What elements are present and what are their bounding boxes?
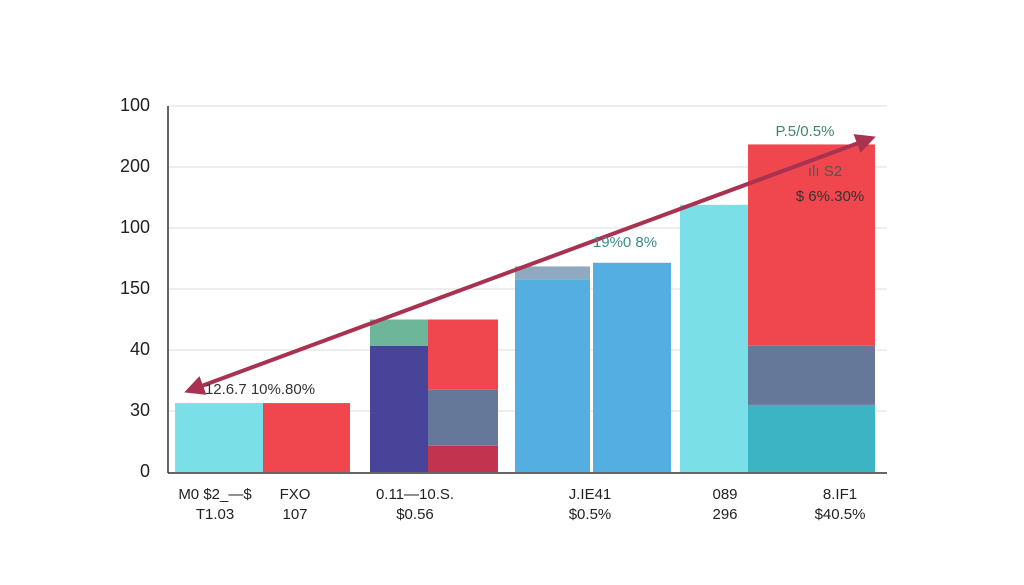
bar-segment (428, 389, 498, 446)
bar-segment (515, 266, 590, 280)
bar-segment (428, 445, 498, 472)
bar-segment (748, 345, 875, 405)
x-tick-label: J.IE41 (569, 486, 612, 503)
x-tick-label: 8.IF1 (823, 486, 857, 503)
y-tick-label: 0 (140, 461, 150, 481)
bar-segment (370, 345, 428, 472)
bar-segment (370, 319, 428, 346)
x-tick-label: 296 (712, 506, 737, 523)
y-tick-label: 100 (120, 95, 150, 115)
annotation: 19%0 8% (593, 234, 657, 251)
bar-segment (263, 403, 350, 472)
bar-segment (175, 403, 263, 472)
y-tick-label: 40 (130, 339, 150, 359)
bar-segment (748, 404, 875, 472)
bar-segment (428, 319, 498, 390)
labels: 0 30 40 150 100 200 100 M0 $2_—$ T1.03 FXO 107 0.11… (120, 95, 865, 523)
y-tick-label: 200 (120, 156, 150, 176)
x-tick-label: 089 (712, 486, 737, 503)
annotation: 12.6.7 10%.80% (205, 381, 315, 398)
x-tick-label: M0 $2_—$ (178, 486, 252, 503)
trend-arrow (184, 134, 876, 395)
y-tick-label: 100 (120, 217, 150, 237)
x-tick-label: $0.5% (569, 506, 612, 523)
y-tick-label: 150 (120, 278, 150, 298)
bar-segment (680, 204, 748, 472)
x-tick-label: $40.5% (815, 506, 866, 523)
x-tick-label: $0.56 (396, 506, 434, 523)
y-tick-label: 30 (130, 400, 150, 420)
annotation: ılı S2 (808, 163, 842, 180)
x-tick-label: 0.11—10.S. (376, 486, 454, 503)
bar-segment (593, 262, 671, 472)
annotation: $ 6%.30% (796, 188, 864, 205)
annotation: P.5/0.5% (776, 123, 835, 140)
x-tick-label: 107 (282, 506, 307, 523)
x-tick-label: FXO (280, 486, 311, 503)
bars (175, 144, 875, 472)
bar-segment (515, 279, 590, 472)
x-tick-label: T1.03 (196, 506, 234, 523)
